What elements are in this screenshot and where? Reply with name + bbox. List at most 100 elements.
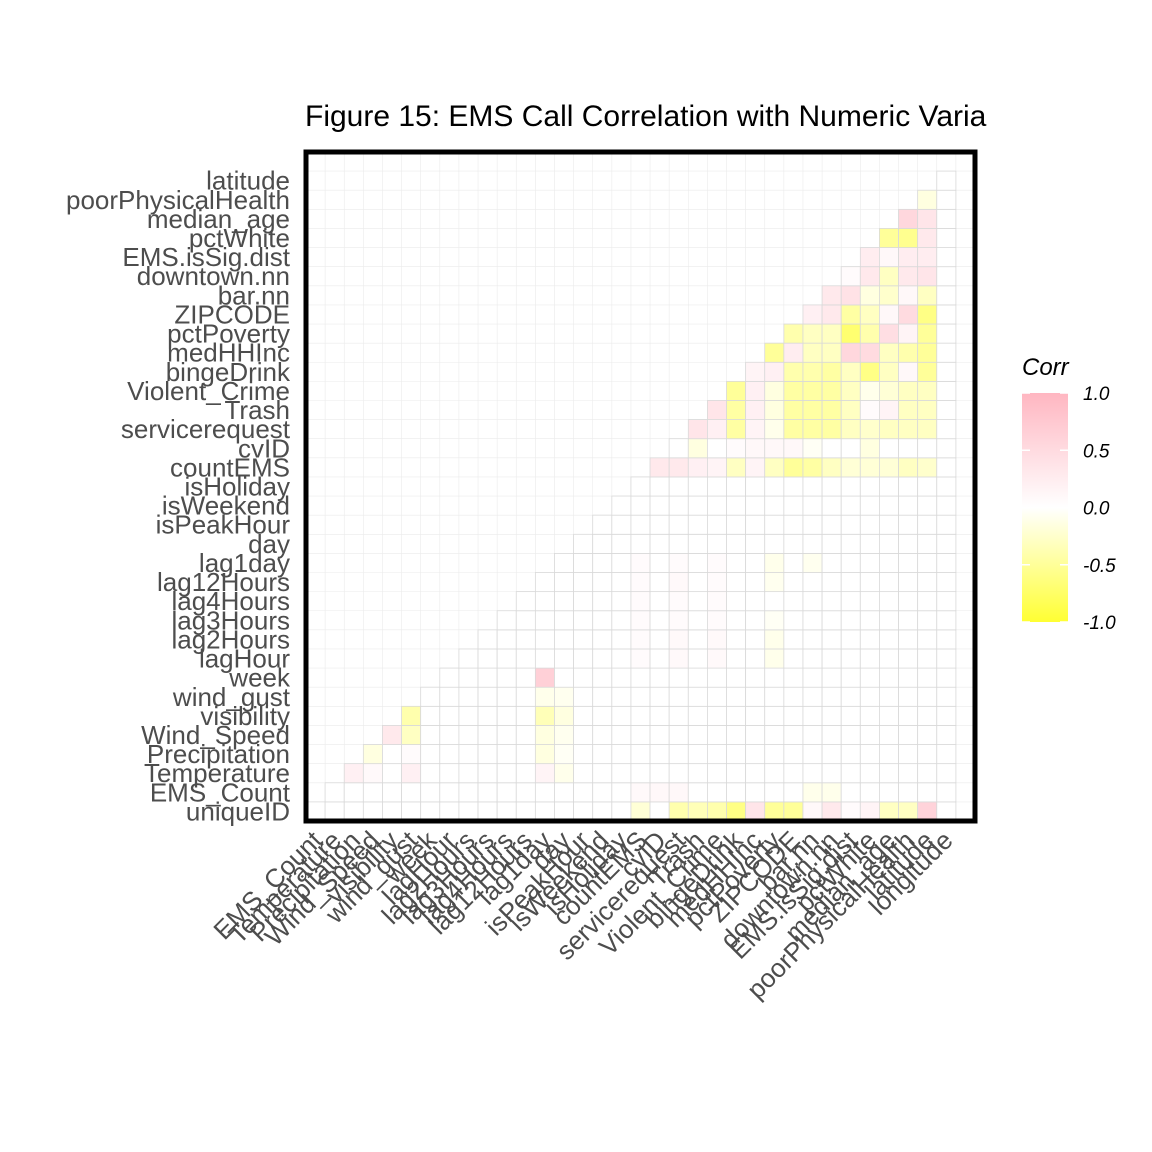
heatmap-cell	[439, 782, 460, 803]
heatmap-cell	[726, 763, 747, 784]
heatmap-cell	[573, 686, 594, 707]
heatmap-cell	[745, 361, 766, 382]
heatmap-cell	[783, 361, 804, 382]
heatmap-cell	[477, 801, 498, 822]
heatmap-cell	[783, 782, 804, 803]
heatmap-cell	[821, 705, 842, 726]
heatmap-cell	[534, 744, 555, 765]
heatmap-cell	[917, 801, 938, 822]
heatmap-cell	[783, 610, 804, 631]
heatmap-cell	[783, 380, 804, 401]
y-tick-label: servicerequest	[121, 414, 291, 444]
heatmap-cell	[821, 304, 842, 325]
y-tick-label: week	[228, 663, 291, 693]
y-tick-label: downtown.nn	[137, 261, 290, 291]
heatmap-cell	[898, 342, 919, 363]
heatmap-cell	[745, 686, 766, 707]
heatmap-cell	[554, 572, 574, 593]
heatmap-cell	[745, 782, 766, 803]
heatmap-cell	[745, 400, 766, 420]
heatmap-cell	[592, 514, 613, 535]
heatmap-cell	[687, 629, 708, 650]
heatmap-cell	[630, 686, 651, 707]
heatmap-cell	[859, 514, 880, 535]
heatmap-cell	[458, 725, 479, 745]
heatmap-cell	[840, 476, 861, 497]
heatmap-cell	[496, 629, 517, 650]
y-tick-label: visibility	[200, 701, 290, 731]
heatmap-cell	[554, 725, 574, 745]
heatmap-cell	[879, 686, 899, 707]
heatmap-cell	[898, 725, 919, 745]
heatmap-cell	[917, 323, 938, 344]
heatmap-cell	[840, 801, 861, 822]
heatmap-cell	[802, 361, 823, 382]
heatmap-cell	[592, 782, 613, 803]
heatmap-cell	[554, 782, 574, 803]
heatmap-cell	[783, 725, 804, 745]
x-axis-labels: EMS_CountTemperaturePrecipitationWind_Sp…	[207, 824, 958, 1004]
heatmap-cell	[668, 533, 689, 554]
heatmap-cell	[707, 801, 727, 822]
heatmap-cell	[477, 686, 498, 707]
y-tick-label: ZIPCODE	[174, 299, 290, 329]
heatmap-cell	[745, 533, 766, 554]
y-tick-label: medHHInc	[167, 338, 290, 368]
heatmap-cell	[802, 801, 823, 822]
heatmap-cell	[515, 744, 536, 765]
heatmap-cell	[840, 285, 861, 306]
heatmap-cell	[707, 457, 727, 478]
heatmap-cell	[534, 610, 555, 631]
heatmap-cell	[668, 457, 689, 478]
heatmap-cell	[898, 208, 919, 229]
heatmap-cell	[898, 533, 919, 554]
heatmap-cell	[764, 782, 785, 803]
heatmap-cell	[936, 648, 957, 669]
heatmap-cell	[707, 744, 727, 765]
heatmap-cell	[936, 380, 957, 401]
heatmap-cell	[726, 782, 747, 803]
y-tick-label: pctPoverty	[167, 319, 290, 349]
heatmap-cell	[554, 629, 574, 650]
heatmap-cell	[898, 419, 919, 440]
heatmap-cell	[783, 667, 804, 688]
heatmap-cell	[802, 304, 823, 325]
heatmap-cell	[534, 686, 555, 707]
heatmap-cell	[707, 572, 727, 593]
heatmap-cell	[707, 725, 727, 745]
y-tick-label: Trash	[225, 395, 291, 425]
heatmap-cell	[840, 591, 861, 612]
heatmap-cell	[611, 744, 632, 765]
legend-title: Corr	[1022, 354, 1070, 381]
heatmap-cell	[764, 591, 785, 612]
heatmap-cell	[821, 457, 842, 478]
heatmap-cell	[745, 438, 766, 459]
heatmap-cell	[401, 782, 422, 803]
y-tick-label: lagHour	[199, 644, 290, 674]
heatmap-cell	[917, 400, 938, 420]
heatmap-cell	[898, 705, 919, 726]
heatmap-cell	[821, 553, 842, 573]
heatmap-cell	[630, 782, 651, 803]
heatmap-cell	[859, 247, 880, 268]
heatmap-cell	[592, 591, 613, 612]
heatmap-cell	[649, 610, 670, 631]
heatmap-cell	[649, 572, 670, 593]
heatmap-cell	[917, 763, 938, 784]
heatmap-cell	[515, 667, 536, 688]
heatmap-cell	[821, 476, 842, 497]
heatmap-cell	[611, 705, 632, 726]
heatmap-cell	[611, 686, 632, 707]
heatmap-cell	[917, 208, 938, 229]
heatmap-cell	[534, 572, 555, 593]
heatmap-cell	[726, 457, 747, 478]
heatmap-cell	[840, 438, 861, 459]
y-tick-label: lag2Hours	[171, 624, 290, 654]
heatmap-cell	[515, 610, 536, 631]
heatmap-cell	[745, 572, 766, 593]
heatmap-cell	[859, 705, 880, 726]
heatmap-cell	[936, 247, 957, 268]
chart-title: Figure 15: EMS Call Correlation with Num…	[305, 100, 987, 133]
heatmap-cell	[917, 629, 938, 650]
heatmap-cell	[573, 801, 594, 822]
